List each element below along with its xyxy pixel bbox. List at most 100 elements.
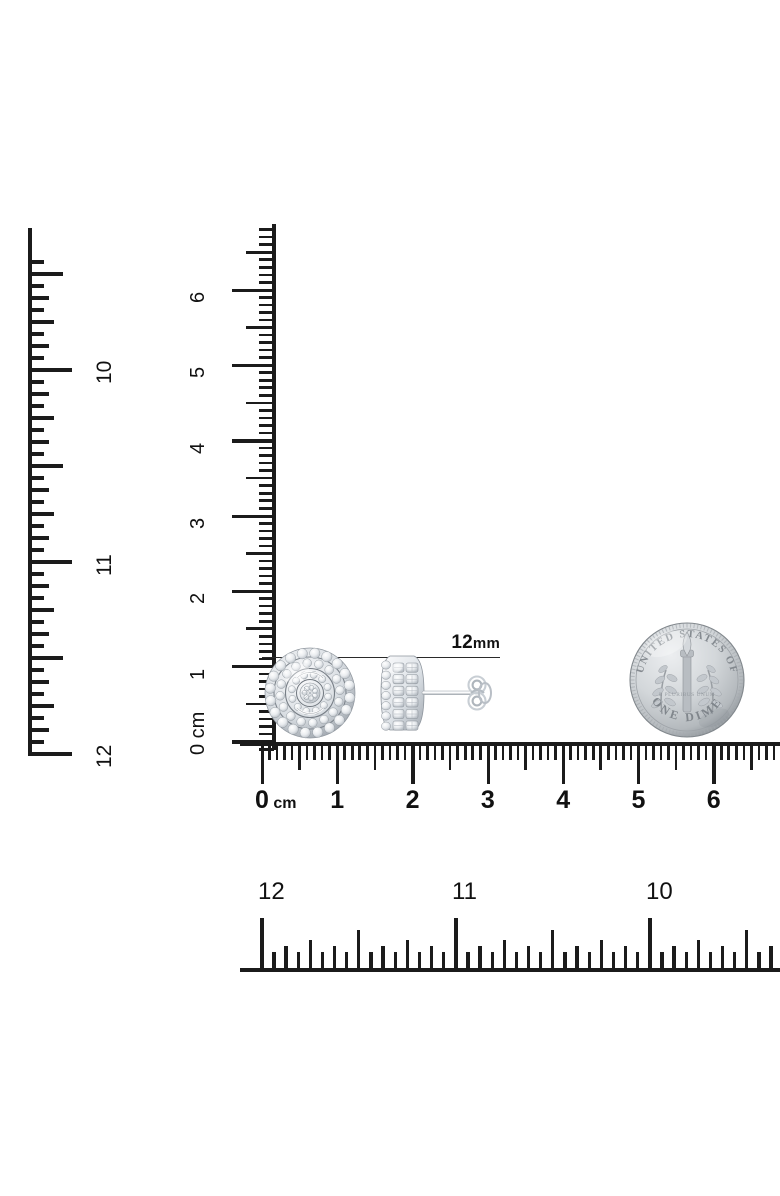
horizontal-cm-ruler: 0 cm 1 2 3 4 5 6 xyxy=(240,742,780,814)
ruler-tick-major xyxy=(30,752,72,757)
ruler-tick-minor xyxy=(490,952,494,970)
ruler-tick-minor xyxy=(259,650,274,653)
ruler-tick-minor xyxy=(259,424,274,427)
ruler-tick-minor xyxy=(584,744,587,760)
ruler-tick-minor xyxy=(636,952,640,970)
ruler-tick-minor xyxy=(672,946,676,970)
ruler-tick-minor xyxy=(441,744,444,760)
ruler-unit-cm: cm xyxy=(268,795,297,812)
ruler-tick-minor xyxy=(720,946,725,970)
ruler-label-cm-h-0: 0 cm xyxy=(255,786,297,814)
ruler-tick-minor xyxy=(259,281,274,284)
ruler-tick-minor xyxy=(30,476,44,480)
ruler-tick-minor xyxy=(606,744,610,760)
ruler-tick-minor xyxy=(272,952,276,970)
ruler-tick-minor xyxy=(30,512,54,516)
ruler-label-cm-h-5: 5 xyxy=(631,786,646,814)
ruler-tick-minor xyxy=(259,461,274,465)
ruler-tick-minor xyxy=(357,930,361,970)
ruler-tick-minor xyxy=(30,728,49,732)
ruler-tick-minor xyxy=(674,744,678,770)
ruler-tick-minor xyxy=(30,320,54,324)
ruler-tick-minor xyxy=(259,318,274,322)
ruler-label-cm-4: 4 xyxy=(187,442,209,454)
ruler-tick-minor xyxy=(417,952,421,970)
ruler-tick-major xyxy=(648,918,653,970)
ruler-tick-minor xyxy=(659,744,663,760)
ruler-tick-minor xyxy=(742,744,746,760)
ruler-tick-minor xyxy=(30,284,44,288)
dimension-unit: mm xyxy=(472,635,500,652)
ruler-tick-minor xyxy=(622,744,625,760)
ruler-tick-minor xyxy=(259,544,274,548)
ruler-tick-major xyxy=(561,744,566,784)
ruler-tick-minor xyxy=(30,716,44,720)
ruler-tick-minor xyxy=(405,940,409,970)
ruler-tick-minor xyxy=(30,404,44,408)
ruler-tick-minor xyxy=(268,744,271,760)
ruler-label-cm-h-3: 3 xyxy=(480,786,495,814)
ruler-tick-minor xyxy=(259,303,274,307)
ruler-tick-minor xyxy=(259,657,274,661)
ruler-tick-minor xyxy=(514,952,518,970)
ruler-tick-minor xyxy=(259,634,274,638)
ruler-tick-minor xyxy=(259,378,274,382)
ruler-tick-minor xyxy=(350,744,354,760)
ruler-tick-minor xyxy=(30,272,63,276)
ruler-tick-minor xyxy=(259,311,274,314)
ruler-tick-minor xyxy=(296,952,300,970)
ruler-tick-minor xyxy=(734,744,738,760)
horizontal-inch-ruler: 12 11 10 xyxy=(240,880,780,972)
ruler-label-cm-0-cm: 0 cm xyxy=(187,711,209,755)
ruler-tick-minor xyxy=(259,710,274,713)
ruler-tick-minor xyxy=(30,344,49,348)
ruler-label-inch-h-11: 11 xyxy=(452,878,477,905)
ruler-tick-minor xyxy=(531,744,535,760)
ruler-tick-minor xyxy=(539,744,542,760)
vertical-cm-ruler: 6 5 4 3 2 1 0 cm xyxy=(180,224,276,755)
ruler-tick-minor xyxy=(373,744,377,770)
ruler-tick-minor xyxy=(259,491,274,495)
ruler-tick-minor xyxy=(733,952,737,970)
ruler-tick-minor xyxy=(769,946,773,970)
ruler-tick-minor xyxy=(30,416,54,420)
ruler-label-inch-11: 11 xyxy=(93,554,116,576)
ruler-tick-minor xyxy=(259,537,274,540)
ruler-label-cm-h-1: 1 xyxy=(330,786,345,814)
ruler-tick-minor xyxy=(259,409,274,412)
ruler-tick-minor xyxy=(30,500,44,504)
ruler-tick-minor xyxy=(259,273,274,277)
ruler-tick-minor xyxy=(259,243,274,246)
ruler-tick-minor xyxy=(259,454,274,457)
ruler-tick-minor xyxy=(246,476,274,480)
ruler-label-cm-h-6: 6 xyxy=(706,786,721,814)
product-width-callout: 12mm xyxy=(262,630,500,658)
ruler-tick-minor xyxy=(644,744,648,760)
ruler-tick-minor xyxy=(442,952,446,970)
ruler-tick-minor xyxy=(569,744,572,760)
ruler-tick-minor xyxy=(30,356,44,360)
ruler-tick-major xyxy=(232,363,274,368)
ruler-spine xyxy=(28,228,32,756)
ruler-tick-minor xyxy=(30,740,44,744)
ruler-tick-minor xyxy=(259,446,274,450)
ruler-tick-minor xyxy=(358,744,362,760)
ruler-tick-minor xyxy=(30,452,44,456)
ruler-label-cm-2: 2 xyxy=(187,593,209,605)
ruler-tick-major xyxy=(30,560,72,565)
ruler-tick-major xyxy=(712,744,716,784)
ruler-tick-minor xyxy=(259,582,274,585)
ruler-tick-minor xyxy=(259,469,274,472)
ruler-tick-major xyxy=(232,665,274,669)
ruler-tick-minor xyxy=(30,524,44,528)
ruler-tick-minor xyxy=(652,744,655,760)
ruler-tick-minor xyxy=(30,668,44,672)
ruler-tick-minor xyxy=(259,228,274,231)
ruler-spine xyxy=(240,968,780,972)
ruler-tick-minor xyxy=(745,930,749,970)
ruler-tick-minor xyxy=(259,725,274,728)
ruler-tick-minor xyxy=(259,642,274,646)
ruler-tick-minor xyxy=(259,717,274,721)
ruler-tick-minor xyxy=(343,744,347,760)
ruler-tick-minor xyxy=(30,704,54,708)
